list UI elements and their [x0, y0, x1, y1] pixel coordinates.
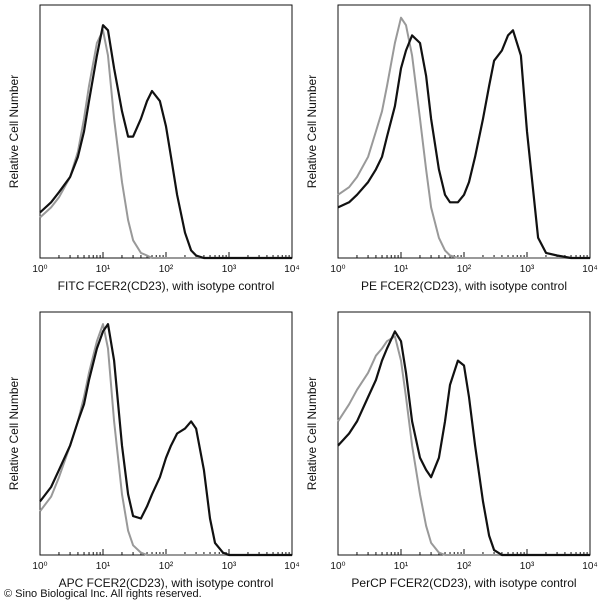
x-tick-label: 10⁴ — [284, 264, 299, 275]
plot-frame — [39, 311, 293, 556]
x-tick-label: 10³ — [520, 264, 535, 275]
histogram-line — [337, 29, 590, 260]
y-axis-label: Relative Cell Number — [7, 377, 21, 490]
y-axis-label: Relative Cell Number — [305, 377, 319, 490]
histogram-line — [337, 330, 590, 557]
x-tick-label: 10⁰ — [32, 561, 47, 572]
x-tick-label: 10³ — [222, 264, 237, 275]
x-tick-label: 10¹ — [96, 561, 111, 572]
footer: © Sino Biological Inc. All rights reserv… — [4, 588, 202, 600]
plot-frame — [337, 311, 591, 556]
y-axis-label: Relative Cell Number — [7, 75, 21, 188]
x-tick-label: 10⁴ — [284, 561, 299, 572]
x-tick-label: 10² — [457, 561, 472, 572]
x-tick-label: 10² — [457, 264, 472, 275]
x-tick-label: 10⁰ — [330, 264, 345, 275]
histogram-line — [39, 29, 292, 259]
x-tick-label: 10⁰ — [330, 561, 345, 572]
x-axis-label: FITC FCER2(CD23), with isotype control — [58, 279, 275, 293]
histogram-line — [39, 323, 292, 556]
x-axis-label: APC FCER2(CD23), with isotype control — [59, 576, 274, 590]
x-tick-label: 10² — [159, 561, 174, 572]
x-axis-label: PE FCER2(CD23), with isotype control — [361, 279, 567, 293]
x-tick-label: 10³ — [520, 561, 535, 572]
x-tick-label: 10¹ — [96, 264, 111, 275]
x-tick-label: 10⁰ — [32, 264, 47, 275]
histogram-line — [39, 323, 292, 557]
histogram-line — [39, 24, 292, 260]
x-tick-label: 10³ — [222, 561, 237, 572]
histogram-line — [337, 16, 590, 259]
x-tick-label: 10⁴ — [582, 561, 597, 572]
x-tick-label: 10¹ — [394, 264, 409, 275]
x-tick-label: 10¹ — [394, 561, 409, 572]
x-axis-label: PerCP FCER2(CD23), with isotype control — [351, 576, 576, 590]
x-tick-label: 10⁴ — [582, 264, 597, 275]
x-tick-label: 10² — [159, 264, 174, 275]
y-axis-label: Relative Cell Number — [305, 75, 319, 188]
